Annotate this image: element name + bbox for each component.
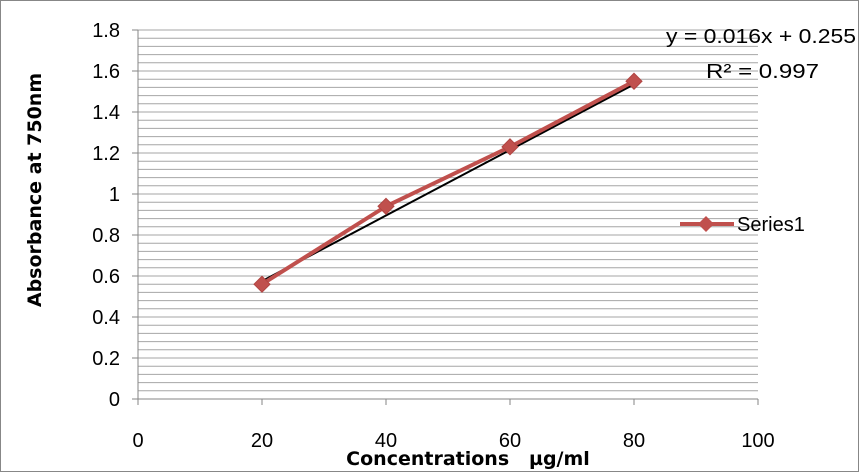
trendline-equation: y = 0.016x + 0.255 bbox=[666, 26, 856, 48]
series-group bbox=[253, 72, 643, 293]
y-tick-label: 1.8 bbox=[92, 20, 120, 42]
trendline-line bbox=[261, 83, 635, 283]
y-tick-label: 1 bbox=[109, 184, 120, 206]
x-tick-label: 0 bbox=[132, 430, 143, 452]
x-tick-label: 80 bbox=[623, 430, 645, 452]
series1-line bbox=[260, 79, 635, 286]
y-tick-label: 1.6 bbox=[92, 61, 120, 83]
x-tick-label: 40 bbox=[375, 430, 397, 452]
y-tick-label: 0.8 bbox=[92, 225, 120, 247]
y-axis-title: Absorbance at 750nm bbox=[24, 73, 46, 307]
grid-lines bbox=[138, 29, 758, 392]
legend: Series1 bbox=[680, 214, 805, 236]
x-tick-label: 20 bbox=[251, 430, 273, 452]
trendline-r-squared: R² = 0.997 bbox=[706, 61, 819, 83]
x-axis-title: Concentrations µg/ml bbox=[346, 448, 590, 470]
y-tick-label: 1.2 bbox=[92, 143, 120, 165]
y-tick-label: 0.6 bbox=[92, 266, 120, 288]
y-tick-labels: 0 0.2 0.4 0.6 0.8 1 1.2 1.4 1.6 1.8 bbox=[92, 20, 120, 411]
y-tick-label: 0.2 bbox=[92, 348, 120, 370]
y-tick-label: 0.4 bbox=[92, 307, 120, 329]
trendline bbox=[261, 83, 635, 283]
series1-point bbox=[377, 197, 395, 216]
series1-point bbox=[625, 72, 643, 90]
legend-label-series1: Series1 bbox=[737, 214, 805, 236]
legend-diamond-marker bbox=[698, 216, 714, 232]
x-tick-label: 100 bbox=[741, 430, 774, 452]
y-tick-label: 1.4 bbox=[92, 102, 120, 124]
y-tick-label: 0 bbox=[109, 389, 120, 411]
x-tick-label: 60 bbox=[499, 430, 521, 452]
x-tick-labels: 0 20 40 60 80 100 bbox=[132, 430, 774, 452]
series1-point bbox=[501, 138, 519, 156]
series1-point bbox=[253, 275, 271, 293]
axes bbox=[132, 29, 759, 405]
